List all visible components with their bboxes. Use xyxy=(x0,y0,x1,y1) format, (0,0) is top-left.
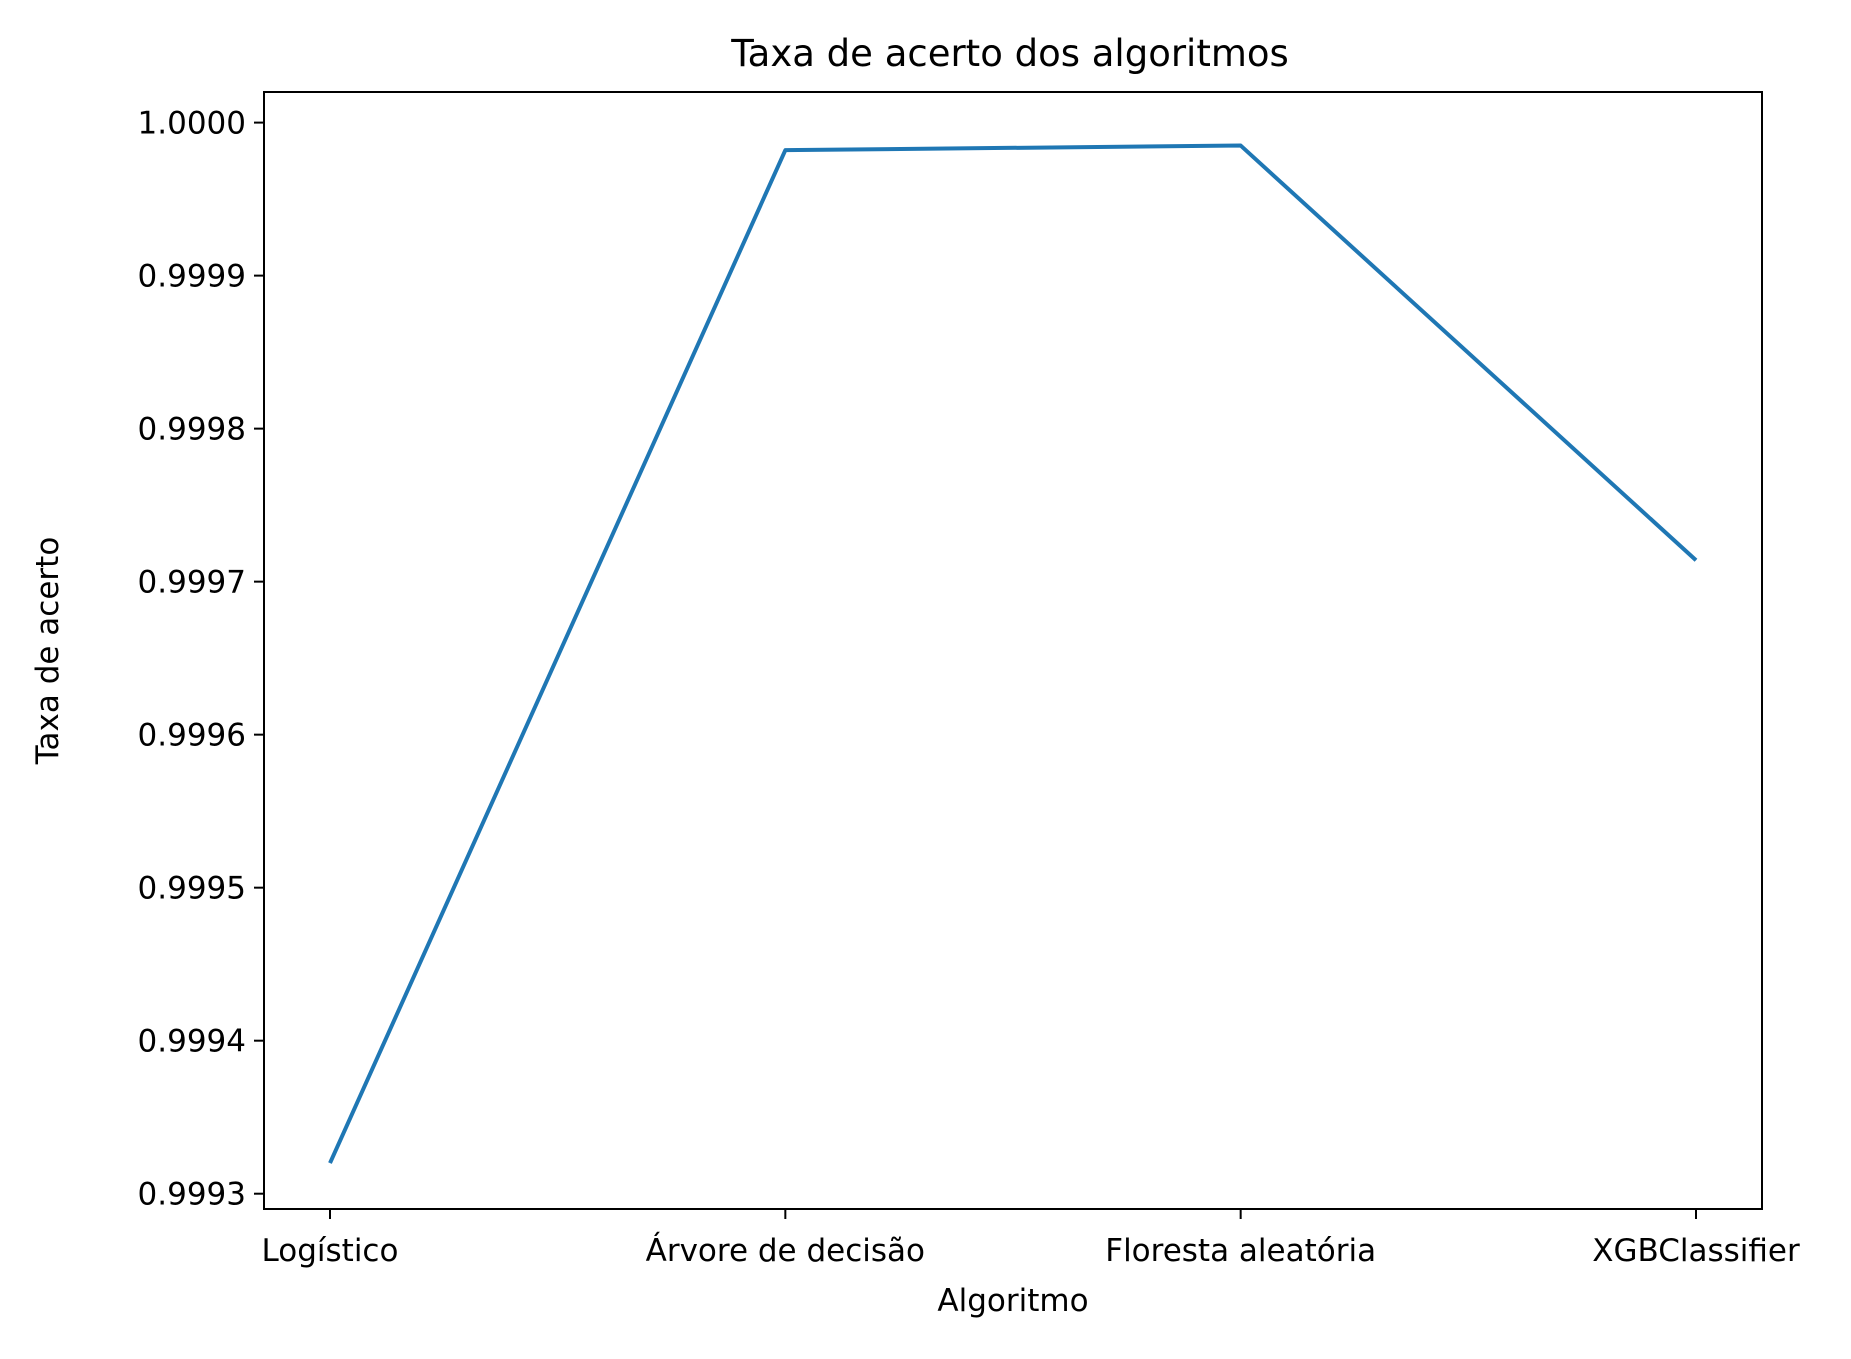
y-tick-label: 0.9997 xyxy=(138,565,246,601)
y-axis: 0.9993 0.9994 0.9995 0.9996 0.9997 0.9998 0.99… xyxy=(138,106,264,1213)
plot-area xyxy=(328,143,1698,1164)
y-tick-label: 0.9999 xyxy=(138,259,246,295)
y-tick-label: 0.9995 xyxy=(138,871,246,907)
chart-title: Taxa de acerto dos algoritmos xyxy=(730,32,1289,75)
y-tick-label: 0.9994 xyxy=(138,1024,246,1060)
y-axis-label: Taxa de acerto xyxy=(30,537,66,766)
plot-frame xyxy=(263,91,1763,1210)
y-tick-label: 0.9993 xyxy=(138,1177,246,1213)
x-tick-label: XGBClassifier xyxy=(1592,1233,1800,1269)
x-tick-label: Logístico xyxy=(262,1233,399,1269)
y-tick-label: 1.0000 xyxy=(138,106,246,142)
x-axis-label: Algoritmo xyxy=(937,1283,1088,1319)
x-tick-label: Árvore de decisão xyxy=(646,1233,925,1269)
series-line xyxy=(328,143,1698,1164)
y-tick-label: 0.9998 xyxy=(138,412,246,448)
x-tick-label: Floresta aleatória xyxy=(1105,1233,1376,1269)
y-tick-label: 0.9996 xyxy=(138,718,246,754)
x-axis: Logístico Árvore de decisão Floresta aleat… xyxy=(262,1209,1800,1269)
